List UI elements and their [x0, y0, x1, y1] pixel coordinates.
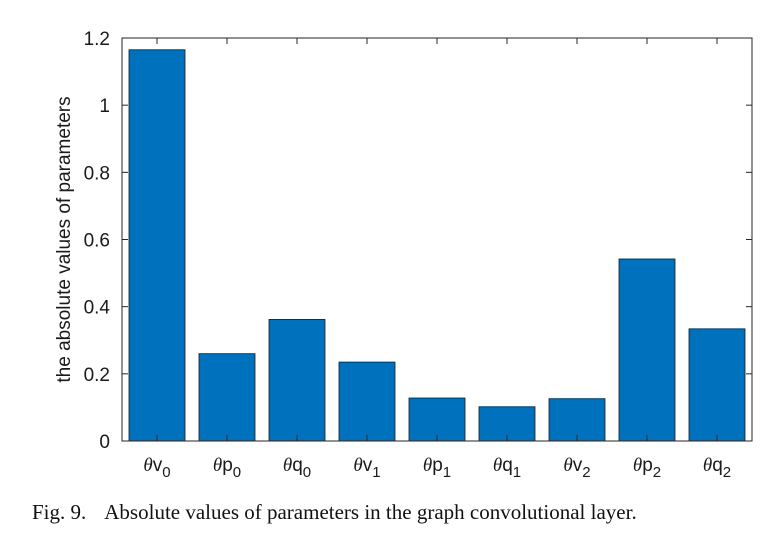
- y-tick-label: 0.8: [84, 163, 110, 184]
- y-tick-label: 0: [99, 432, 110, 453]
- y-tick-label: 0.6: [84, 231, 110, 252]
- bar-3: [338, 361, 396, 442]
- bar-8: [688, 328, 746, 442]
- y-tick-label: 1: [99, 96, 110, 117]
- x-tick-label: θq2: [703, 455, 731, 481]
- y-axis-label: the absolute values of parameters: [54, 96, 75, 382]
- bar-chart: 00.20.40.60.811.2 θv0 θp0 θq0 θv1 θp1 θq1 θv2 θ…: [54, 29, 753, 481]
- y-tick-label: 0.4: [84, 298, 111, 319]
- figure-caption: Fig. 9. Absolute values of parameters in …: [32, 500, 770, 525]
- bar-1: [198, 353, 256, 442]
- x-tick-label: θq1: [493, 455, 521, 481]
- x-tick-label: θp2: [633, 455, 661, 481]
- x-tick-label: θv0: [143, 455, 170, 481]
- bar-0: [128, 49, 186, 442]
- figure-number: Fig. 9.: [32, 500, 87, 524]
- y-tick-label: 1.2: [84, 29, 110, 50]
- x-tick-label: θv2: [563, 455, 590, 481]
- bar-4: [408, 397, 466, 442]
- x-axis-ticks: θv0 θp0 θq0 θv1 θp1 θq1 θv2 θp2 θq2: [143, 38, 731, 481]
- x-tick-label: θq0: [283, 455, 311, 481]
- bar-2: [268, 319, 326, 442]
- y-tick-label: 0.2: [84, 365, 110, 386]
- y-axis-ticks: 0 0.2 0.4 0.6 0.8 1 1.2: [84, 29, 752, 453]
- x-tick-label: θp1: [423, 455, 451, 481]
- caption-text: Absolute values of parameters in the gra…: [104, 500, 637, 524]
- bar-6: [548, 398, 606, 442]
- bars-group: [128, 49, 746, 442]
- x-tick-label: θp0: [213, 455, 241, 481]
- bar-7: [618, 258, 676, 442]
- x-tick-label: θv1: [353, 455, 380, 481]
